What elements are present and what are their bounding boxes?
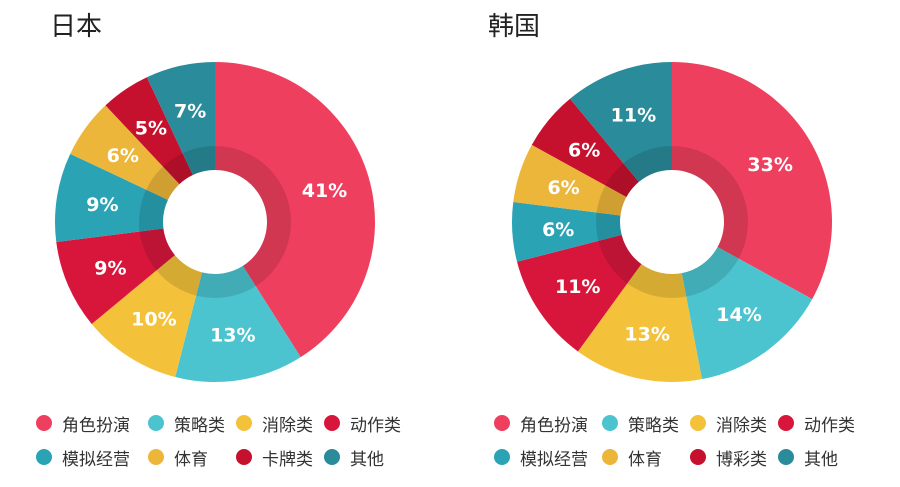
legend-item: 博彩类 <box>690 444 767 470</box>
legend-label: 消除类 <box>262 415 313 436</box>
legend-label: 其他 <box>350 449 384 470</box>
slice-1 <box>672 62 832 300</box>
legend-swatch <box>690 449 706 465</box>
legend-swatch <box>494 415 510 431</box>
legend-korea: 角色扮演 策略类 消除类 动作类模拟经营 体育 博彩类 其他 <box>450 404 900 484</box>
legend-swatch <box>690 415 706 431</box>
legend-item: 模拟经营 <box>494 444 588 470</box>
slice-2 <box>681 247 813 380</box>
slice-label-6: 6% <box>547 177 579 199</box>
chart-title-japan: 日本 <box>50 12 103 42</box>
legend-swatch <box>494 449 510 465</box>
legend-label: 角色扮演 <box>62 415 130 436</box>
legend-swatch <box>778 449 794 465</box>
legend-item: 模拟经营 <box>36 444 130 470</box>
slice-label-3: 10% <box>131 308 176 330</box>
legend-label: 动作类 <box>350 415 401 436</box>
legend-swatch <box>236 415 252 431</box>
legend-label: 策略类 <box>174 415 225 436</box>
legend-item: 策略类 <box>602 410 679 436</box>
legend-label: 策略类 <box>628 415 679 436</box>
legend-swatch <box>236 449 252 465</box>
legend-swatch <box>36 415 52 431</box>
legend-label: 消除类 <box>716 415 767 436</box>
slice-label-2: 14% <box>716 304 761 326</box>
legend-item: 角色扮演 <box>36 410 130 436</box>
legend-item: 体育 <box>602 444 662 470</box>
legend-label: 体育 <box>628 449 662 470</box>
legend-item: 其他 <box>778 444 838 470</box>
slice-label-4: 11% <box>555 276 600 298</box>
slice-label-5: 6% <box>542 219 574 241</box>
slice-3 <box>91 255 203 377</box>
donut-chart-korea: 33% 14% 13% 11% 6% 6% 6% 11% <box>512 62 832 382</box>
slice-label-7: 5% <box>135 118 167 140</box>
slice-label-4: 9% <box>94 257 126 279</box>
legend-swatch <box>36 449 52 465</box>
legend-label: 卡牌类 <box>262 449 313 470</box>
legend-item: 角色扮演 <box>494 410 588 436</box>
legend-label: 动作类 <box>804 415 855 436</box>
slice-label-6: 6% <box>107 145 139 167</box>
slice-8 <box>146 62 215 175</box>
slice-label-2: 13% <box>210 325 255 347</box>
slice-3 <box>577 264 702 382</box>
legend-item: 消除类 <box>690 410 767 436</box>
legend-swatch <box>148 449 164 465</box>
korea-chart-panel: 韩国 33% 14% 13% 11% 6% 6% 6% 11% 角色扮演 策略类 消除类 动作类模拟… <box>450 0 900 487</box>
slice-label-3: 13% <box>624 323 669 345</box>
legend-item: 卡牌类 <box>236 444 313 470</box>
slice-7 <box>531 98 639 197</box>
slice-label-1: 33% <box>747 154 792 176</box>
inner-shadow-ring <box>596 146 748 298</box>
slice-4 <box>56 228 175 324</box>
legend-swatch <box>324 449 340 465</box>
slice-5 <box>512 201 622 262</box>
slice-7 <box>105 77 193 185</box>
legend-label: 博彩类 <box>716 449 767 470</box>
slice-1 <box>215 62 375 358</box>
legend-label: 其他 <box>804 449 838 470</box>
slice-label-7: 6% <box>568 139 600 161</box>
legend-item: 体育 <box>148 444 208 470</box>
slice-5 <box>55 153 168 243</box>
legend-swatch <box>778 415 794 431</box>
legend-label: 模拟经营 <box>62 449 130 470</box>
chart-title-korea: 韩国 <box>488 12 541 42</box>
legend-label: 体育 <box>174 449 208 470</box>
slice-label-5: 9% <box>86 194 118 216</box>
legend-label: 角色扮演 <box>520 415 588 436</box>
donut-chart-japan: 41% 13% 10% 9% 9% 6% 5% 7% <box>55 62 375 382</box>
legend-swatch <box>602 415 618 431</box>
legend-japan: 角色扮演 策略类 消除类 动作类模拟经营 体育 卡牌类 其他 <box>0 404 450 484</box>
slice-2 <box>175 265 301 382</box>
legend-item: 其他 <box>324 444 384 470</box>
inner-shadow-ring <box>139 146 291 298</box>
slice-6 <box>513 144 627 216</box>
legend-swatch <box>148 415 164 431</box>
legend-swatch <box>602 449 618 465</box>
slice-label-8: 11% <box>611 105 656 127</box>
slice-8 <box>570 62 672 182</box>
slice-6 <box>70 105 180 200</box>
slice-label-1: 41% <box>302 180 347 202</box>
legend-swatch <box>324 415 340 431</box>
legend-item: 策略类 <box>148 410 225 436</box>
slice-label-8: 7% <box>174 101 206 123</box>
legend-item: 消除类 <box>236 410 313 436</box>
legend-label: 模拟经营 <box>520 449 588 470</box>
slice-4 <box>517 234 642 352</box>
legend-item: 动作类 <box>778 410 855 436</box>
japan-chart-panel: 日本 41% 13% 10% 9% 9% 6% 5% 7% 角色扮演 策略类 消除类 动作类模拟经营… <box>0 12 450 484</box>
legend-item: 动作类 <box>324 410 401 436</box>
